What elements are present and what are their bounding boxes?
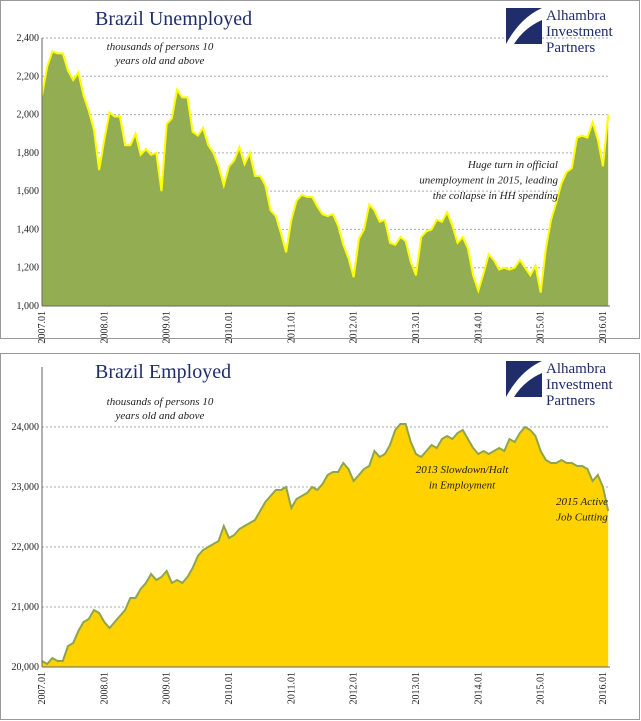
x-tick-label: 2012.01 bbox=[349, 672, 360, 705]
subtitle: years old and above bbox=[115, 55, 205, 67]
x-tick-label: 2008.01 bbox=[99, 672, 110, 705]
annotation: 2015 Active bbox=[556, 496, 608, 508]
y-tick-label: 20,000 bbox=[12, 662, 40, 673]
y-tick-label: 1,800 bbox=[17, 148, 40, 159]
x-tick-label: 2013.01 bbox=[411, 311, 422, 344]
panel-border bbox=[0, 353, 640, 720]
logo-text: Investment bbox=[546, 377, 613, 393]
x-tick-label: 2016.01 bbox=[598, 672, 609, 705]
logo-text: Investment bbox=[546, 24, 613, 40]
x-tick-label: 2009.01 bbox=[162, 672, 173, 705]
y-tick-label: 21,000 bbox=[12, 602, 40, 613]
chart-title: Brazil Unemployed bbox=[95, 8, 252, 30]
subtitle: years old and above bbox=[115, 410, 205, 422]
x-tick-label: 2007.01 bbox=[37, 311, 48, 344]
panel-border bbox=[0, 0, 640, 339]
x-tick-label: 2013.01 bbox=[411, 672, 422, 705]
y-tick-label: 22,000 bbox=[12, 542, 40, 553]
y-tick-label: 2,400 bbox=[17, 33, 40, 44]
annotation: unemployment in 2015, leading bbox=[419, 175, 558, 187]
y-tick-label: 2,200 bbox=[17, 71, 40, 82]
subtitle: thousands of persons 10 bbox=[107, 396, 214, 408]
y-tick-label: 23,000 bbox=[12, 482, 40, 493]
annotation: the collapse in HH spending bbox=[433, 190, 559, 202]
y-tick-label: 1,000 bbox=[17, 301, 40, 312]
logo-swoosh bbox=[506, 361, 542, 397]
x-tick-label: 2011.01 bbox=[286, 672, 297, 704]
x-tick-label: 2012.01 bbox=[349, 311, 360, 344]
annotation: 2013 Slowdown/Halt bbox=[416, 464, 510, 476]
y-tick-label: 2,000 bbox=[17, 110, 40, 121]
x-tick-label: 2015.01 bbox=[536, 672, 547, 705]
annotation: Job Cutting bbox=[556, 512, 608, 524]
annotation: in Employment bbox=[429, 480, 496, 492]
y-tick-label: 24,000 bbox=[12, 422, 40, 433]
y-tick-label: 1,400 bbox=[17, 224, 40, 235]
x-tick-label: 2015.01 bbox=[536, 311, 547, 344]
x-tick-label: 2010.01 bbox=[224, 672, 235, 705]
x-tick-label: 2014.01 bbox=[473, 672, 484, 705]
logo-swoosh bbox=[506, 8, 542, 44]
logo-text: Partners bbox=[546, 393, 595, 409]
annotation: Huge turn in official bbox=[467, 159, 558, 171]
x-tick-label: 2010.01 bbox=[224, 311, 235, 344]
subtitle: thousands of persons 10 bbox=[107, 41, 214, 53]
y-tick-label: 1,200 bbox=[17, 263, 40, 274]
area-outline bbox=[41, 423, 610, 666]
area-outline bbox=[41, 50, 610, 294]
x-tick-label: 2009.01 bbox=[162, 311, 173, 344]
area bbox=[42, 424, 609, 667]
x-tick-label: 2007.01 bbox=[37, 672, 48, 705]
logo-text: Alhambra bbox=[546, 8, 606, 24]
x-tick-label: 2008.01 bbox=[99, 311, 110, 344]
chart-title: Brazil Employed bbox=[95, 361, 231, 383]
x-tick-label: 2011.01 bbox=[286, 311, 297, 343]
logo-text: Alhambra bbox=[546, 361, 606, 377]
x-tick-label: 2016.01 bbox=[598, 311, 609, 344]
x-tick-label: 2014.01 bbox=[473, 311, 484, 344]
y-tick-label: 1,600 bbox=[17, 186, 40, 197]
logo-text: Partners bbox=[546, 40, 595, 56]
area bbox=[42, 51, 609, 307]
